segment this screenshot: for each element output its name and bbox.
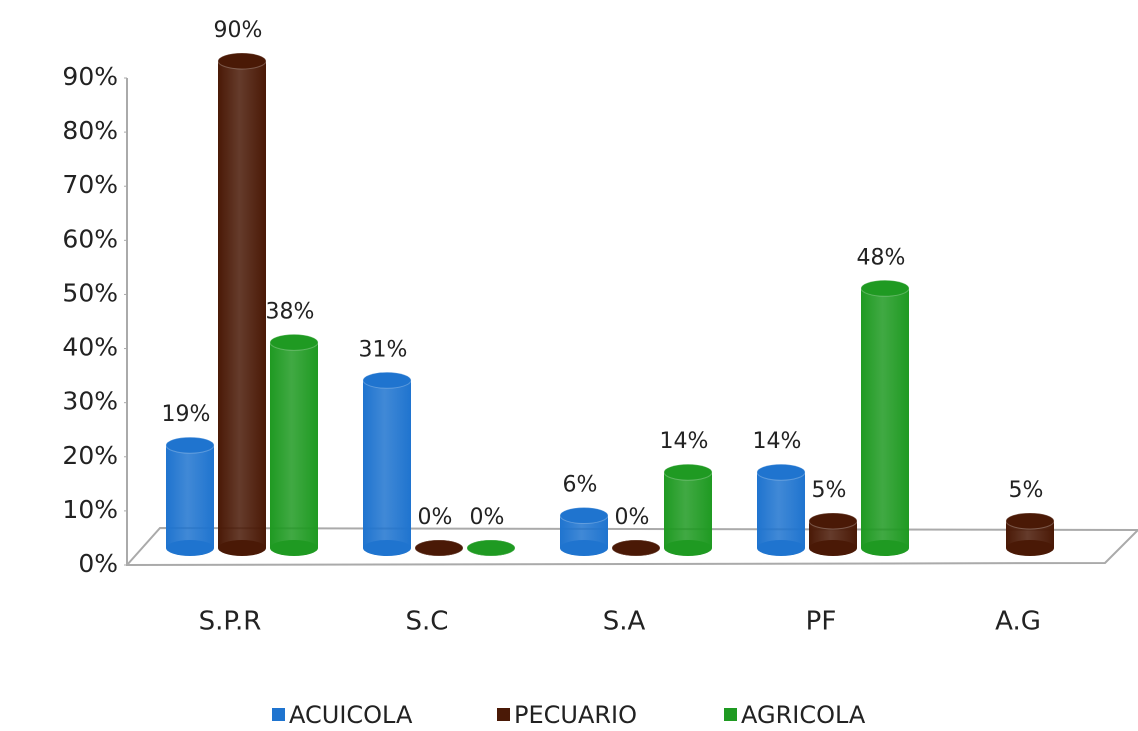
legend-swatch bbox=[272, 708, 285, 721]
y-tick-label: 80% bbox=[62, 116, 118, 145]
data-label: 90% bbox=[214, 18, 263, 43]
cylinder-bottom bbox=[861, 540, 909, 556]
cylinder-body bbox=[363, 380, 411, 548]
legend-swatch bbox=[724, 708, 737, 721]
legend-label: AGRICOLA bbox=[741, 701, 866, 729]
cylinder-top bbox=[860, 279, 910, 297]
cylinder-body bbox=[664, 472, 712, 548]
x-tick-label: S.C bbox=[406, 607, 449, 637]
y-tick-label: 90% bbox=[62, 62, 118, 91]
cylinder-bottom bbox=[166, 540, 214, 556]
cylinder-body bbox=[166, 445, 214, 548]
legend-label: PECUARIO bbox=[514, 701, 637, 729]
data-label: 31% bbox=[359, 337, 408, 362]
y-tick-label: 60% bbox=[62, 224, 118, 253]
data-label: 48% bbox=[857, 245, 906, 270]
bar bbox=[663, 463, 713, 556]
cylinder-top bbox=[559, 507, 609, 525]
bar bbox=[217, 52, 267, 556]
bar bbox=[756, 463, 806, 556]
cylinder-top bbox=[611, 539, 661, 557]
x-tick-label: PF bbox=[806, 607, 837, 637]
bar bbox=[808, 512, 858, 556]
cylinder-bottom bbox=[270, 540, 318, 556]
cylinder-bottom bbox=[757, 540, 805, 556]
cylinder-top bbox=[414, 539, 464, 557]
cylinder-bottom bbox=[664, 540, 712, 556]
cylinder-top bbox=[362, 371, 412, 389]
cylinder-top bbox=[466, 539, 516, 557]
bar bbox=[414, 539, 464, 557]
y-tick-label: 20% bbox=[62, 441, 118, 470]
cylinder-body bbox=[270, 342, 318, 548]
data-label: 5% bbox=[812, 478, 847, 503]
bar bbox=[362, 371, 412, 556]
cylinder-top bbox=[663, 463, 713, 481]
cylinder-bottom bbox=[809, 540, 857, 556]
cylinder-bottom bbox=[560, 540, 608, 556]
data-label: 0% bbox=[418, 505, 453, 530]
cylinder-bottom bbox=[1006, 540, 1054, 556]
x-tick-label: A.G bbox=[995, 607, 1041, 637]
bar bbox=[559, 507, 609, 556]
bar bbox=[165, 436, 215, 556]
y-tick-label: 40% bbox=[62, 333, 118, 362]
data-label: 19% bbox=[162, 402, 211, 427]
y-tick-label: 50% bbox=[62, 278, 118, 307]
data-label: 6% bbox=[563, 473, 598, 498]
data-label: 14% bbox=[660, 429, 709, 454]
floor bbox=[126, 78, 1138, 567]
bar bbox=[269, 333, 319, 556]
legend-swatch bbox=[497, 708, 510, 721]
cylinder-body bbox=[218, 61, 266, 548]
cylinder-bottom bbox=[218, 540, 266, 556]
cylinder-top bbox=[1005, 512, 1055, 530]
bar bbox=[1005, 512, 1055, 556]
x-tick-label: S.A bbox=[603, 607, 646, 637]
bar bbox=[611, 539, 661, 557]
legend-label: ACUICOLA bbox=[289, 701, 413, 729]
bar bbox=[860, 279, 910, 556]
data-label: 0% bbox=[615, 505, 650, 530]
data-label: 38% bbox=[266, 299, 315, 324]
data-label: 0% bbox=[470, 505, 505, 530]
cylinder-body bbox=[861, 288, 909, 548]
cylinder-top bbox=[808, 512, 858, 530]
cylinder-top bbox=[269, 333, 319, 351]
bar bbox=[466, 539, 516, 557]
cylinder-top bbox=[217, 52, 267, 70]
y-tick-label: 0% bbox=[78, 549, 118, 578]
cylinder-bottom bbox=[363, 540, 411, 556]
data-label: 14% bbox=[753, 429, 802, 454]
data-label: 5% bbox=[1009, 478, 1044, 503]
x-tick-label: S.P.R bbox=[199, 607, 262, 637]
y-tick-label: 10% bbox=[62, 495, 118, 524]
cylinder-body bbox=[757, 472, 805, 548]
axis-wall bbox=[126, 78, 1138, 567]
cylinder-top bbox=[165, 436, 215, 454]
cylinder-top bbox=[756, 463, 806, 481]
y-tick-label: 70% bbox=[62, 170, 118, 199]
y-tick-label: 30% bbox=[62, 387, 118, 416]
